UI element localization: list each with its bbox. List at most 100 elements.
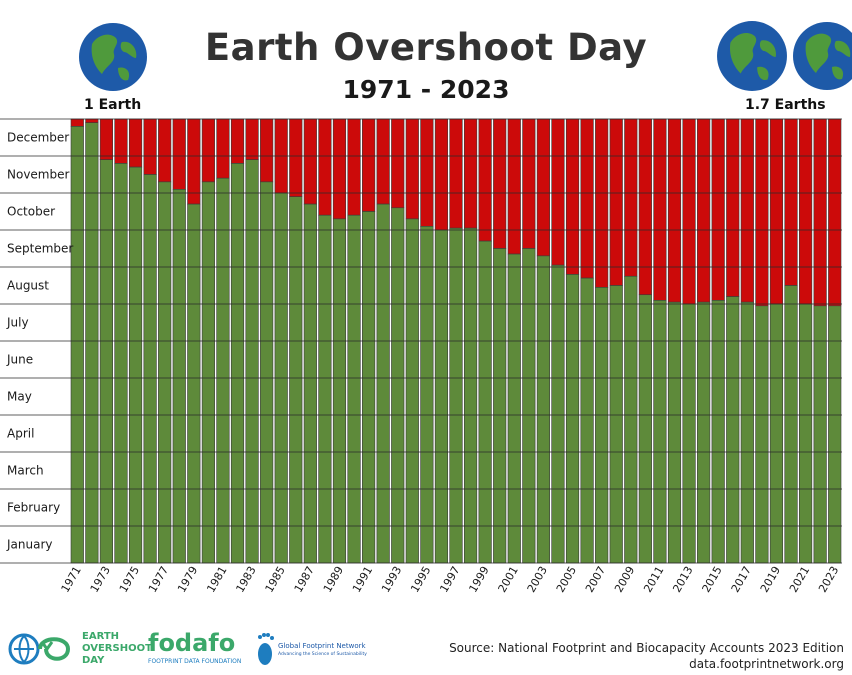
y-tick-label: February xyxy=(7,501,60,515)
budget-bar-2020 xyxy=(784,285,798,564)
overshoot-bar-1980 xyxy=(201,118,215,183)
overshoot-bar-2010 xyxy=(638,118,652,296)
budget-bar-1984 xyxy=(260,181,274,564)
overshoot-bar-2023 xyxy=(828,118,842,307)
overshoot-bar-1992 xyxy=(376,118,390,205)
overshoot-bar-2002 xyxy=(522,118,536,249)
budget-bar-1989 xyxy=(332,218,347,564)
budget-bar-2021 xyxy=(799,303,813,564)
budget-bar-1998 xyxy=(463,227,478,564)
budget-bar-2004 xyxy=(551,264,565,564)
budget-bar-1992 xyxy=(376,203,390,564)
overshoot-bar-1971 xyxy=(70,118,84,127)
overshoot-bar-1986 xyxy=(289,118,303,197)
budget-bar-2018 xyxy=(755,305,769,564)
x-tick-label: 1991 xyxy=(350,564,375,595)
budget-bar-1987 xyxy=(303,203,317,564)
y-tick-label: January xyxy=(6,538,53,552)
overshoot-bar-2020 xyxy=(784,118,798,286)
logo1-line2: OVERSHOOT xyxy=(82,643,152,654)
budget-bar-1982 xyxy=(230,163,245,564)
overshoot-bar-2016 xyxy=(726,118,740,297)
right-globe-label: 1.7 Earths xyxy=(745,97,826,113)
chart-title: Earth Overshoot Day xyxy=(204,26,648,69)
footprint-icon xyxy=(258,633,274,665)
overshoot-bar-2000 xyxy=(493,118,507,249)
y-tick-label: June xyxy=(6,353,33,367)
y-tick-label: July xyxy=(6,316,29,330)
earth-overshoot-day-logo: EARTH OVERSHOOT DAY xyxy=(6,630,152,670)
overshoot-bar-2015 xyxy=(711,118,725,301)
budget-bar-1995 xyxy=(420,226,434,564)
budget-bar-1991 xyxy=(362,211,376,564)
budget-bar-1974 xyxy=(114,163,128,564)
y-tick-label: September xyxy=(7,242,73,256)
x-tick-label: 2011 xyxy=(641,564,666,595)
budget-bar-1999 xyxy=(478,240,492,564)
overshoot-bar-1994 xyxy=(405,118,419,220)
overshoot-bar-1972 xyxy=(85,118,99,123)
x-tick-label: 2003 xyxy=(525,564,550,595)
overshoot-bar-chart: January February March April May June July Augu… xyxy=(0,118,842,595)
overshoot-bar-1990 xyxy=(347,118,361,216)
budget-bar-2019 xyxy=(769,303,784,564)
overshoot-bar-2007 xyxy=(595,118,609,288)
budget-bar-1996 xyxy=(434,229,449,564)
budget-bar-1983 xyxy=(245,159,259,564)
left-globe-label: 1 Earth xyxy=(84,97,142,113)
y-tick-label: August xyxy=(7,279,49,293)
budget-bar-1980 xyxy=(201,181,215,564)
x-tick-label: 1985 xyxy=(263,564,288,595)
budget-bar-1971 xyxy=(70,126,84,564)
budget-bar-1993 xyxy=(391,207,405,564)
gfn-tagline: Advancing the Science of Sustainability xyxy=(278,652,367,657)
overshoot-bar-2022 xyxy=(813,118,827,307)
overshoot-bar-1984 xyxy=(260,118,274,183)
budget-bar-1977 xyxy=(158,181,172,564)
x-tick-label: 2017 xyxy=(729,564,754,595)
budget-bar-2005 xyxy=(565,274,580,564)
x-tick-label: 1973 xyxy=(88,564,113,595)
x-tick-label: 1979 xyxy=(175,564,200,595)
overshoot-bar-2009 xyxy=(624,118,638,277)
overshoot-bar-1974 xyxy=(114,118,128,164)
budget-bar-1997 xyxy=(449,227,463,564)
budget-bar-2002 xyxy=(522,248,536,564)
overshoot-bar-2014 xyxy=(697,118,711,303)
budget-bar-2003 xyxy=(536,255,550,564)
source-url: data.footprintnetwork.org xyxy=(689,657,844,671)
overshoot-bar-1977 xyxy=(158,118,172,183)
source-note: Source: National Footprint and Biocapaci… xyxy=(449,641,844,655)
y-tick-label: March xyxy=(7,464,44,478)
earth-globe-icon xyxy=(793,22,852,90)
budget-bar-1978 xyxy=(172,189,186,564)
y-tick-label: April xyxy=(7,427,34,441)
overshoot-bar-2012 xyxy=(667,118,682,303)
overshoot-bar-2005 xyxy=(565,118,580,275)
y-tick-label: May xyxy=(7,390,32,404)
budget-bar-2022 xyxy=(813,305,827,564)
overshoot-bar-2008 xyxy=(609,118,623,286)
budget-bar-2000 xyxy=(493,248,507,564)
budget-bar-1994 xyxy=(405,218,419,564)
budget-bar-1972 xyxy=(85,122,99,564)
budget-bar-2007 xyxy=(595,287,609,564)
budget-bar-1981 xyxy=(216,177,230,564)
overshoot-bar-1988 xyxy=(318,118,332,216)
global-footprint-network-logo: Global Footprint Network Advancing the S… xyxy=(256,630,367,670)
budget-bar-2023 xyxy=(828,305,842,564)
budget-bar-2010 xyxy=(638,294,652,564)
overshoot-bar-1995 xyxy=(420,118,434,227)
x-tick-label: 1987 xyxy=(292,564,317,595)
x-tick-label: 1971 xyxy=(59,564,84,595)
earth-arrow-icon xyxy=(8,633,71,665)
budget-bar-1979 xyxy=(187,203,201,564)
overshoot-bar-1979 xyxy=(187,118,201,205)
overshoot-bar-2013 xyxy=(682,118,696,305)
budget-bar-2006 xyxy=(580,277,594,564)
budget-bar-2013 xyxy=(682,303,696,564)
chart-subtitle: 1971 - 2023 xyxy=(342,75,510,104)
overshoot-bar-1993 xyxy=(391,118,405,209)
x-tick-label: 2005 xyxy=(554,564,579,595)
x-tick-label: 2021 xyxy=(787,564,812,595)
